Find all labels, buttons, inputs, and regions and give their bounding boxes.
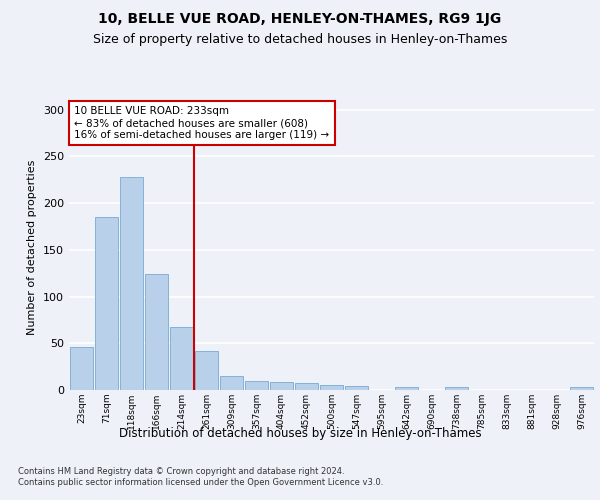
Text: 10, BELLE VUE ROAD, HENLEY-ON-THAMES, RG9 1JG: 10, BELLE VUE ROAD, HENLEY-ON-THAMES, RG…: [98, 12, 502, 26]
Bar: [195, 351, 218, 390]
Bar: [70, 347, 93, 390]
Text: Size of property relative to detached houses in Henley-on-Thames: Size of property relative to detached ho…: [93, 32, 507, 46]
Bar: [445, 387, 468, 390]
Bar: [245, 380, 268, 390]
Bar: [345, 386, 368, 390]
Y-axis label: Number of detached properties: Number of detached properties: [28, 160, 37, 335]
Text: Contains HM Land Registry data © Crown copyright and database right 2024.
Contai: Contains HM Land Registry data © Crown c…: [18, 468, 383, 487]
Bar: [95, 217, 118, 390]
Text: Distribution of detached houses by size in Henley-on-Thames: Distribution of detached houses by size …: [119, 428, 481, 440]
Text: 10 BELLE VUE ROAD: 233sqm
← 83% of detached houses are smaller (608)
16% of semi: 10 BELLE VUE ROAD: 233sqm ← 83% of detac…: [74, 106, 329, 140]
Bar: [145, 274, 168, 390]
Bar: [120, 177, 143, 390]
Bar: [320, 386, 343, 390]
Bar: [570, 387, 593, 390]
Bar: [270, 382, 293, 390]
Bar: [395, 387, 418, 390]
Bar: [170, 328, 193, 390]
Bar: [220, 376, 243, 390]
Bar: [295, 382, 318, 390]
